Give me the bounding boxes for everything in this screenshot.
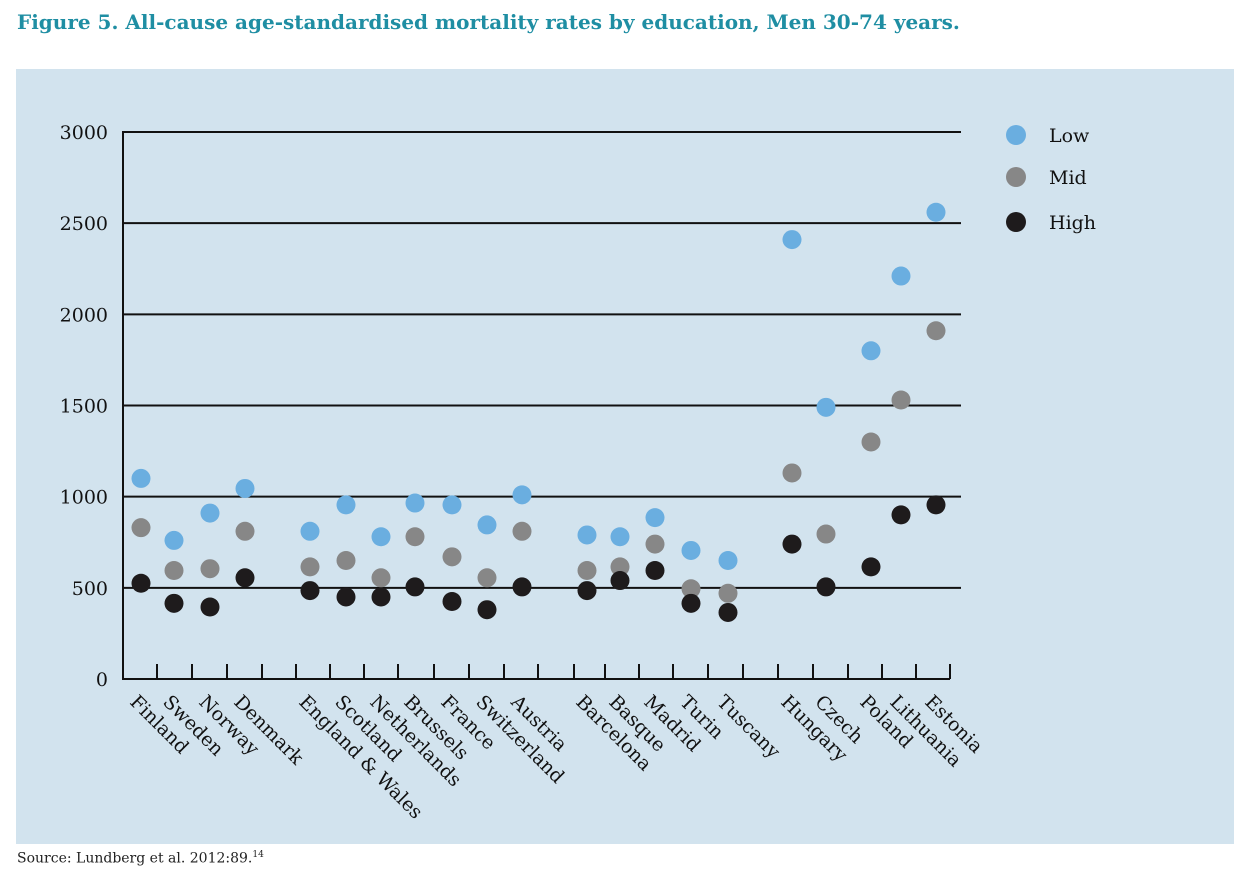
y-tick-label-500: 500 — [72, 578, 108, 600]
point-low-turin — [681, 540, 701, 560]
point-mid-finland — [131, 518, 151, 538]
mortality-scatter-chart: 0 500 1000 1500 2000 2500 3000 FinlandSwedenNo… — [60, 122, 1096, 823]
point-mid-brussels — [405, 527, 425, 547]
y-tick-label-2000: 2000 — [60, 304, 108, 326]
point-low-lithuania — [891, 266, 911, 286]
point-mid-netherlands — [371, 568, 391, 588]
point-high-netherlands — [371, 587, 391, 607]
gridlines — [123, 131, 961, 589]
y-tick-label-0: 0 — [96, 669, 108, 691]
point-mid-hungary — [782, 463, 802, 483]
data-points — [131, 202, 946, 622]
point-high-hungary — [782, 534, 802, 554]
point-low-sweden — [164, 530, 184, 550]
y-tick-label-1500: 1500 — [60, 396, 108, 418]
legend: Low Mid High — [1006, 125, 1096, 234]
point-mid-madrid — [645, 534, 665, 554]
point-low-norway — [200, 503, 220, 523]
point-mid-poland — [861, 432, 881, 452]
point-high-madrid — [645, 561, 665, 581]
point-mid-barcelona — [577, 561, 597, 581]
point-low-madrid — [645, 508, 665, 528]
y-tick-label-1000: 1000 — [60, 487, 108, 509]
point-high-france — [442, 592, 462, 612]
point-high-estonia — [926, 495, 946, 515]
point-mid-england-wales — [300, 557, 320, 577]
point-high-england-wales — [300, 581, 320, 601]
point-low-austria — [512, 485, 532, 505]
point-high-basque — [610, 571, 630, 591]
point-high-norway — [200, 597, 220, 617]
point-high-switzerland — [477, 600, 497, 620]
point-high-turin — [681, 593, 701, 613]
point-mid-france — [442, 547, 462, 567]
point-low-finland — [131, 468, 151, 488]
legend-marker-low — [1006, 125, 1026, 145]
point-mid-basque — [610, 557, 630, 577]
point-high-lithuania — [891, 505, 911, 525]
point-low-brussels — [405, 493, 425, 513]
plot-background — [16, 69, 1234, 844]
point-low-scotland — [336, 495, 356, 515]
point-mid-scotland — [336, 550, 356, 570]
source-text: Source: Lundberg et al. 2012:89. — [17, 850, 253, 867]
point-high-finland — [131, 573, 151, 593]
point-mid-switzerland — [477, 568, 497, 588]
point-high-scotland — [336, 587, 356, 607]
point-mid-austria — [512, 521, 532, 541]
source-note: Source: Lundberg et al. 2012:89.14 — [17, 850, 264, 867]
point-high-brussels — [405, 577, 425, 597]
point-mid-czech — [816, 524, 836, 544]
point-mid-tuscany — [718, 583, 738, 603]
legend-marker-mid — [1006, 167, 1026, 187]
point-low-switzerland — [477, 515, 497, 535]
figure-title: Figure 5. All-cause age-standardised mor… — [17, 10, 960, 34]
point-low-estonia — [926, 202, 946, 222]
point-low-basque — [610, 527, 630, 547]
point-mid-lithuania — [891, 390, 911, 410]
point-high-poland — [861, 557, 881, 577]
point-mid-sweden — [164, 561, 184, 581]
point-high-sweden — [164, 593, 184, 613]
point-mid-denmark — [235, 521, 255, 541]
point-mid-turin — [681, 579, 701, 599]
point-low-barcelona — [577, 525, 597, 545]
point-low-hungary — [782, 230, 802, 250]
point-low-france — [442, 495, 462, 515]
legend-label-mid: Mid — [1049, 167, 1087, 189]
point-high-czech — [816, 577, 836, 597]
point-low-denmark — [235, 478, 255, 498]
y-tick-labels: 0 500 1000 1500 2000 2500 3000 — [60, 122, 108, 691]
point-low-poland — [861, 341, 881, 361]
point-mid-norway — [200, 559, 220, 579]
point-low-england-wales — [300, 521, 320, 541]
x-tick-marks — [122, 664, 951, 679]
point-high-denmark — [235, 568, 255, 588]
point-high-austria — [512, 577, 532, 597]
point-low-czech — [816, 397, 836, 417]
point-high-barcelona — [577, 581, 597, 601]
legend-label-low: Low — [1049, 125, 1090, 147]
y-tick-label-2500: 2500 — [60, 213, 108, 235]
point-low-tuscany — [718, 550, 738, 570]
legend-label-high: High — [1049, 212, 1096, 234]
point-high-tuscany — [718, 602, 738, 622]
source-reference: 14 — [252, 850, 264, 860]
legend-marker-high — [1006, 212, 1026, 232]
point-mid-estonia — [926, 321, 946, 341]
point-low-netherlands — [371, 527, 391, 547]
y-tick-label-3000: 3000 — [60, 122, 108, 144]
